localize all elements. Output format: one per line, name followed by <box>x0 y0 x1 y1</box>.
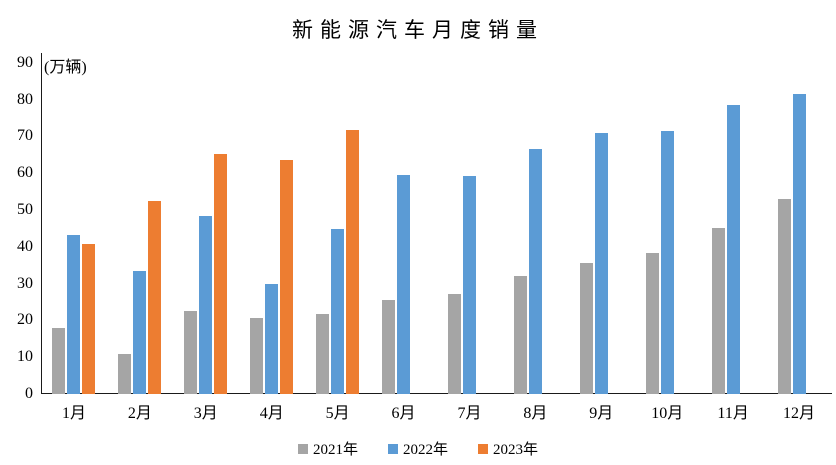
bar-2021年-4月 <box>250 318 264 394</box>
x-tick-label: 8月 <box>523 405 548 422</box>
y-tick-label: 70 <box>17 127 33 145</box>
legend-item-2021年: 2021年 <box>297 438 358 459</box>
bar-2023年-1月 <box>82 243 96 394</box>
y-tick-label: 20 <box>17 311 33 329</box>
y-tick-label: 10 <box>17 348 33 366</box>
bar-2023年-2月 <box>148 200 162 394</box>
x-tick-label: 3月 <box>193 405 218 422</box>
x-tick-label: 10月 <box>651 405 684 422</box>
legend-item-2023年: 2023年 <box>478 438 538 459</box>
legend-label: 2022年 <box>402 442 448 458</box>
bar-2023年-5月 <box>346 130 360 394</box>
y-tick-label: 30 <box>17 274 33 292</box>
y-tick-label: 0 <box>25 385 33 402</box>
x-axis-line <box>41 393 832 394</box>
x-tick-label: 5月 <box>325 405 350 422</box>
bar-2022年-6月 <box>397 174 411 394</box>
bar-2022年-8月 <box>528 148 542 394</box>
bar-2022年-5月 <box>331 229 345 394</box>
legend-swatch-icon <box>387 443 398 454</box>
x-tick-label: 9月 <box>589 405 614 422</box>
x-tick-label: 7月 <box>457 405 482 422</box>
x-tick-label: 1月 <box>61 405 86 422</box>
bar-2022年-9月 <box>594 133 608 394</box>
bar-2021年-3月 <box>184 310 198 394</box>
chart-title: 新能源汽车月度销量 <box>292 18 544 42</box>
bar-2021年-6月 <box>382 299 396 394</box>
bar-2022年-7月 <box>462 175 476 394</box>
bar-2021年-9月 <box>579 262 593 394</box>
bar-2021年-10月 <box>645 253 659 394</box>
legend-swatch-icon <box>297 443 308 454</box>
bar-2021年-5月 <box>316 314 330 394</box>
legend-item-2022年: 2022年 <box>387 438 448 459</box>
y-tick-label: 80 <box>17 90 33 108</box>
y-tick-label: 40 <box>17 237 33 255</box>
bar-2022年-3月 <box>199 215 213 394</box>
legend-swatch-icon <box>478 443 488 454</box>
bar-2021年-7月 <box>447 294 461 394</box>
bar-2023年-4月 <box>280 159 294 394</box>
y-axis-line <box>41 53 42 394</box>
x-tick-label: 4月 <box>259 405 284 422</box>
bar-2022年-4月 <box>265 283 279 394</box>
bar-2021年-11月 <box>711 228 725 394</box>
y-tick-label: 90 <box>17 53 33 71</box>
y-tick-label: 60 <box>17 164 33 182</box>
bar-2021年-8月 <box>513 275 527 394</box>
y-tick-label: 50 <box>17 200 33 218</box>
bar-2022年-10月 <box>660 131 674 394</box>
bar-2021年-1月 <box>52 328 66 394</box>
bar-2022年-1月 <box>67 235 81 394</box>
bar-2023年-3月 <box>214 153 228 394</box>
legend-label: 2023年 <box>493 442 539 458</box>
x-tick-label: 2月 <box>127 405 152 422</box>
y-axis-unit-label: (万辆) <box>44 59 87 76</box>
legend-label: 2021年 <box>312 442 358 458</box>
bar-2021年-2月 <box>118 353 132 394</box>
bar-2022年-2月 <box>133 271 147 394</box>
bar-2022年-11月 <box>726 104 740 394</box>
x-tick-label: 12月 <box>783 405 816 422</box>
x-tick-label: 6月 <box>391 405 416 422</box>
x-tick-label: 11月 <box>717 405 749 422</box>
legend: 2021年 2022年 2023年 <box>0 438 836 459</box>
bar-2022年-12月 <box>792 94 806 394</box>
bar-2021年-12月 <box>777 198 791 394</box>
